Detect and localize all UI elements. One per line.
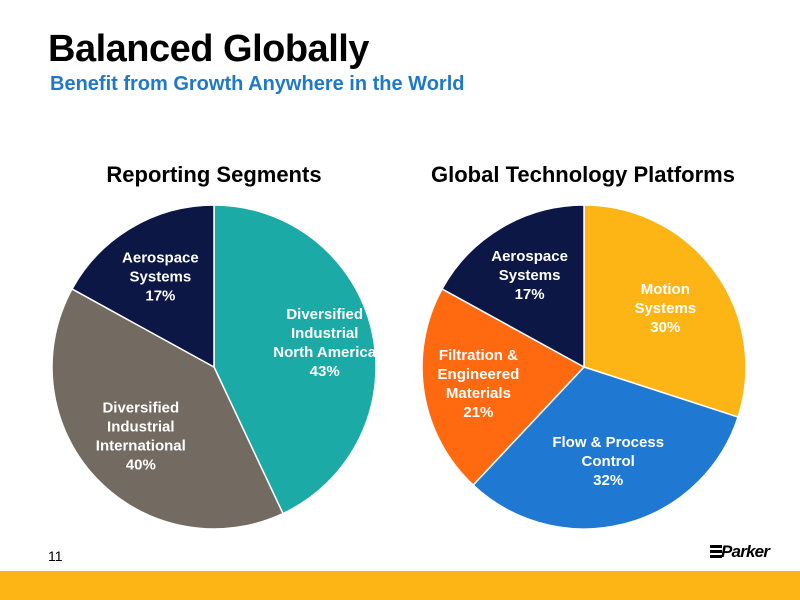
slice-name-line: Systems <box>130 268 192 285</box>
slice-label: Flow & Process Control 32% <box>552 434 664 489</box>
pie-slice <box>213 204 377 515</box>
slice-value-label: 32% <box>593 472 623 489</box>
pie-labels: Motion Systems 30% Flow & Process Control 32%… <box>438 248 697 489</box>
pie-slice <box>441 204 585 369</box>
slice-name-line: Diversified <box>286 306 363 323</box>
slice-value-label: 17% <box>145 287 175 304</box>
pie-slices <box>51 204 377 530</box>
slice-label: Diversified Industrial International 40% <box>96 399 186 473</box>
slice-name-line: North America <box>273 344 376 361</box>
slice-label: Aerospace Systems 17% <box>122 249 199 304</box>
global-technology-platforms-chart: Global Technology Platforms Motion System… <box>421 162 747 530</box>
slice-name-line: International <box>96 437 186 454</box>
slice-label: Diversified Industrial North America 43% <box>273 306 376 380</box>
footer-bar <box>0 571 800 600</box>
slice-name-line: Filtration & <box>439 347 518 364</box>
slice-name-line: Aerospace <box>491 248 568 265</box>
slice-name-line: Aerospace <box>122 249 199 266</box>
slice-name-line: Materials <box>446 385 511 402</box>
slice-name-line: Industrial <box>107 418 175 435</box>
pie-slice <box>472 366 740 530</box>
page-title: Balanced Globally <box>48 28 369 70</box>
page-number: 11 <box>48 548 63 564</box>
pie-slice <box>583 204 747 419</box>
page-subtitle: Benefit from Growth Anywhere in the Worl… <box>50 73 465 95</box>
slice-name-line: Motion <box>641 281 690 298</box>
pie-slice <box>71 204 215 369</box>
slice-value-label: 43% <box>310 363 340 380</box>
slice-name-line: Systems <box>499 267 561 284</box>
slice-name-line: Systems <box>634 300 696 317</box>
slice-name-line: Control <box>582 453 635 470</box>
slice-value-label: 30% <box>650 319 680 336</box>
slice-name-line: Engineered <box>438 366 520 383</box>
pie-slices <box>421 204 747 530</box>
slice-label: Filtration & Engineered Materials 21% <box>438 347 520 421</box>
pie-labels: Diversified Industrial North America 43%Div… <box>96 249 377 473</box>
slice-name-line: Industrial <box>291 325 359 342</box>
chart-title: Global Technology Platforms <box>431 162 735 187</box>
pie-slice <box>51 287 284 530</box>
reporting-segments-chart: Reporting Segments Diversified Industrial… <box>51 162 377 530</box>
slice-name-line: Diversified <box>102 399 179 416</box>
parker-logo: Parker <box>710 541 780 565</box>
slice-value-label: 17% <box>515 286 545 303</box>
pie-slice <box>421 287 586 487</box>
chart-title: Reporting Segments <box>106 162 321 187</box>
slice-label: Motion Systems 30% <box>634 281 696 336</box>
slice-value-label: 21% <box>463 404 493 421</box>
slice-value-label: 40% <box>126 456 156 473</box>
logo-text: Parker <box>721 542 770 561</box>
slice-label: Aerospace Systems 17% <box>491 248 568 303</box>
slice-name-line: Flow & Process <box>552 434 664 451</box>
